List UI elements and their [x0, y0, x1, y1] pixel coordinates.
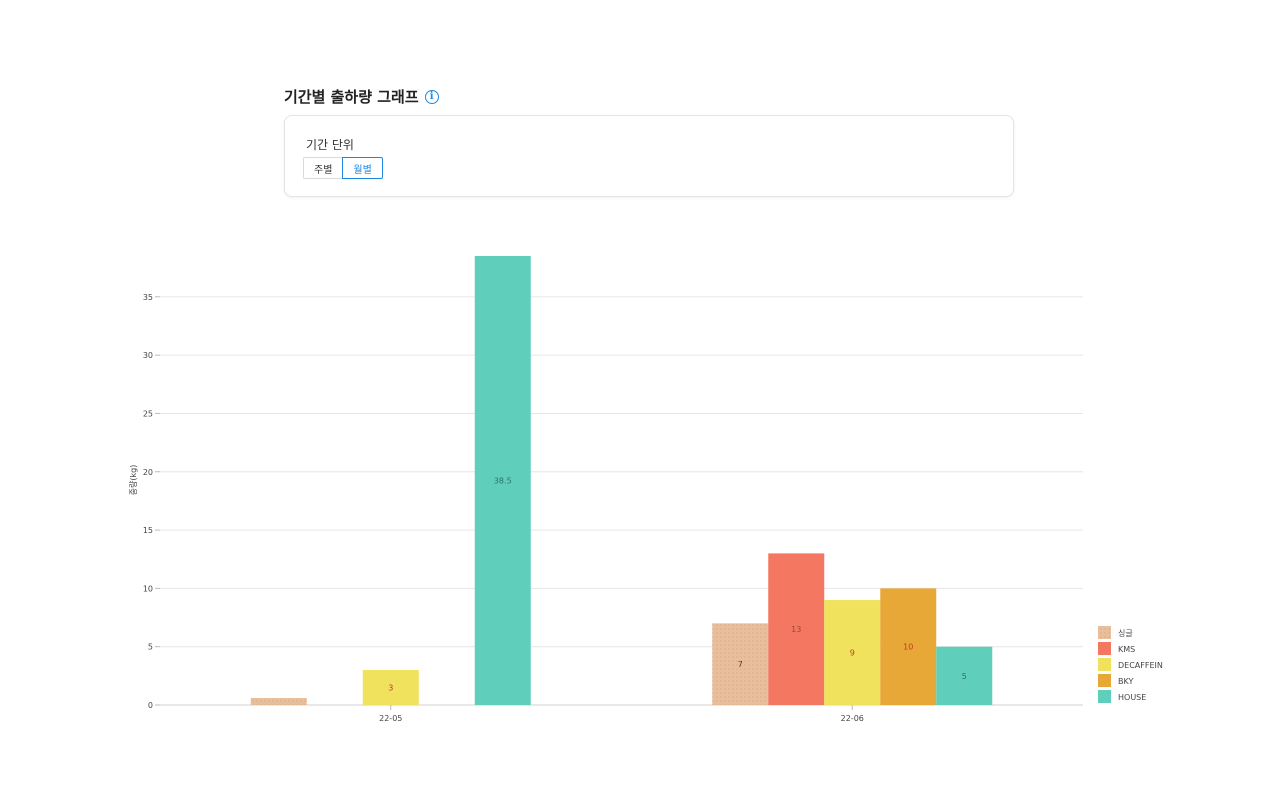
legend-label: HOUSE: [1118, 693, 1146, 702]
legend-swatch-BKY[interactable]: [1098, 674, 1111, 687]
bar-value-label: 5: [962, 672, 967, 681]
bar-value-label: 13: [791, 625, 801, 634]
legend-swatch-HOUSE[interactable]: [1098, 690, 1111, 703]
bar-value-label: 10: [903, 643, 913, 652]
bar-HOUSE-22-05[interactable]: [474, 256, 531, 705]
info-icon[interactable]: i: [424, 89, 439, 104]
y-tick-label: 25: [143, 409, 153, 418]
legend-label: KMS: [1118, 645, 1135, 654]
bar-BKY-22-06[interactable]: [880, 588, 937, 705]
monthly-button[interactable]: 월별: [342, 157, 383, 179]
bar-value-label: 38.5: [494, 477, 512, 486]
bar-value-label: 9: [850, 649, 855, 658]
bar-DECAFFEIN-22-06[interactable]: [824, 600, 881, 705]
period-unit-toggle: 주별 월별: [303, 157, 383, 179]
legend-label: 싱글: [1118, 628, 1133, 638]
bar-DECAFFEIN-22-05[interactable]: [362, 670, 419, 705]
bar-HOUSE-22-06[interactable]: [936, 646, 993, 705]
page-title: 기간별 출하량 그래프 i: [284, 86, 439, 107]
y-tick-label: 30: [143, 351, 153, 360]
bar-싱글-22-05[interactable]: [250, 698, 307, 705]
y-tick-label: 20: [143, 468, 153, 477]
page-title-text: 기간별 출하량 그래프: [284, 88, 419, 106]
legend-label: DECAFFEIN: [1118, 661, 1163, 670]
legend-swatch-DECAFFEIN[interactable]: [1098, 658, 1111, 671]
legend-swatch-KMS[interactable]: [1098, 642, 1111, 655]
y-axis-label: 중량(kg): [128, 465, 138, 496]
bar-value-label: 3: [388, 684, 393, 693]
y-tick-label: 0: [148, 701, 153, 710]
x-tick-label: 22-06: [841, 714, 864, 723]
y-tick-label: 15: [143, 526, 153, 535]
x-tick-label: 22-05: [379, 714, 402, 723]
legend-swatch-싱글[interactable]: [1098, 626, 1111, 639]
period-filter-card: 기간 단위 주별 월별: [284, 115, 1014, 197]
bar-value-label: 7: [738, 660, 743, 669]
bar-KMS-22-06[interactable]: [768, 553, 825, 705]
period-unit-label: 기간 단위: [306, 138, 354, 152]
y-tick-label: 5: [148, 643, 153, 652]
y-tick-label: 35: [143, 293, 153, 302]
y-tick-label: 10: [143, 584, 153, 593]
legend-label: BKY: [1118, 677, 1133, 686]
bar-싱글-22-06[interactable]: [712, 623, 769, 705]
